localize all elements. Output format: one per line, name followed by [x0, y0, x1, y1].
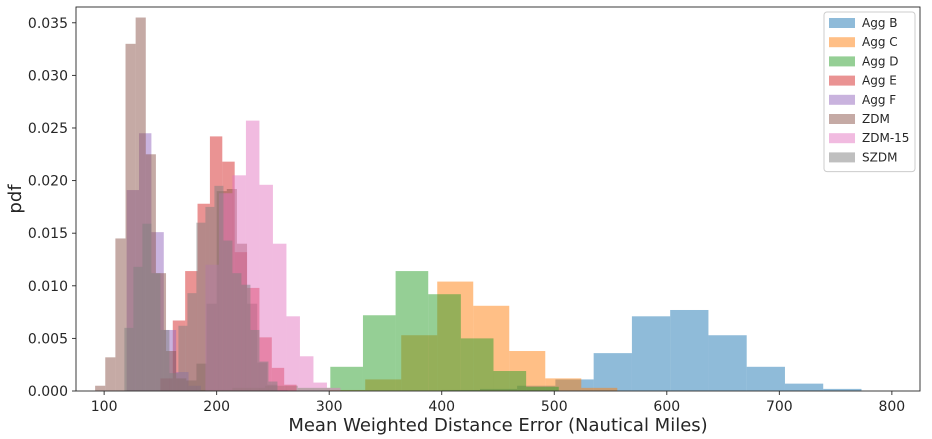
- x-tick-label: 600: [653, 399, 680, 415]
- x-axis-ticks: 100 200 300 400 500 600 700 800: [91, 391, 905, 415]
- histogram-bar: [746, 366, 785, 391]
- histogram-bar: [151, 273, 161, 391]
- legend-swatch: [829, 94, 855, 105]
- x-axis-label: Mean Weighted Distance Error (Nautical M…: [288, 415, 707, 436]
- y-tick-label: 0.000: [28, 384, 68, 400]
- histogram-bar: [223, 240, 233, 391]
- x-tick-label: 700: [766, 399, 793, 415]
- histogram-bar: [135, 17, 146, 392]
- legend-swatch: [829, 133, 855, 144]
- legend-label: Agg C: [862, 35, 898, 49]
- histogram-bar: [784, 383, 824, 391]
- histogram-bar: [160, 329, 170, 391]
- x-tick-label: 800: [878, 399, 905, 415]
- legend-swatch: [829, 114, 855, 124]
- histogram-bar: [124, 327, 134, 391]
- legend-label: ZDM: [862, 112, 890, 126]
- legend-swatch: [829, 152, 855, 163]
- histogram-bar: [428, 294, 461, 391]
- histogram-bar: [232, 273, 242, 391]
- x-tick-label: 100: [91, 399, 118, 415]
- histogram-bar: [395, 271, 429, 391]
- legend-label: Agg F: [862, 93, 896, 107]
- histogram-bar: [299, 356, 314, 391]
- histogram-bar: [178, 325, 188, 391]
- histogram-bar: [259, 361, 269, 391]
- x-tick-label: 400: [428, 399, 455, 415]
- y-tick-label: 0.030: [28, 68, 68, 84]
- legend-swatch: [829, 75, 855, 86]
- legend-swatch: [829, 37, 855, 48]
- y-axis-label: pdf: [5, 184, 26, 214]
- histogram-bar: [196, 222, 206, 391]
- y-axis-ticks: 0.000 0.005 0.010 0.015 0.020 0.025 0.030 0.035: [28, 16, 76, 400]
- x-tick-label: 500: [541, 399, 568, 415]
- legend-swatch: [829, 56, 855, 67]
- y-tick-label: 0.005: [28, 331, 68, 347]
- histogram-bar: [631, 316, 671, 391]
- series-agg-d: [199, 271, 559, 391]
- histogram-bar: [214, 185, 224, 391]
- histogram-bar: [166, 351, 177, 391]
- histogram-bar: [142, 223, 152, 391]
- series-szdm: [124, 185, 278, 391]
- histogram-bar: [330, 366, 363, 391]
- histogram-bar: [593, 353, 632, 391]
- histogram-bar: [493, 371, 527, 391]
- histogram-bar: [259, 184, 273, 391]
- histogram-bar: [133, 266, 143, 391]
- histogram-bar: [268, 381, 278, 391]
- x-tick-label: 300: [316, 399, 343, 415]
- histogram-bar: [460, 338, 494, 391]
- histogram-bar: [581, 387, 618, 391]
- histogram-bars: [95, 17, 862, 392]
- y-tick-label: 0.035: [28, 16, 68, 32]
- legend-label: Agg D: [862, 54, 899, 68]
- x-tick-label: 200: [203, 399, 230, 415]
- legend-label: ZDM-15: [862, 131, 909, 145]
- histogram-bar: [125, 43, 136, 391]
- y-tick-label: 0.020: [28, 174, 68, 190]
- histogram-bar: [115, 238, 126, 391]
- histogram-bar: [95, 385, 106, 391]
- legend-label: Agg B: [862, 16, 898, 30]
- histogram-bar: [250, 329, 260, 391]
- histogram-bar: [326, 387, 341, 391]
- y-tick-label: 0.025: [28, 121, 68, 137]
- legend-box: [823, 11, 916, 173]
- legend: Agg B Agg C Agg D Agg E Agg F ZDM ZDM-15 SZDM: [823, 11, 916, 173]
- histogram-bar: [241, 284, 251, 391]
- y-tick-label: 0.015: [28, 226, 68, 242]
- series-agg-b: [441, 309, 862, 391]
- legend-label: Agg E: [862, 74, 897, 88]
- y-tick-label: 0.010: [28, 279, 68, 295]
- legend-swatch: [829, 18, 855, 28]
- histogram-bar: [105, 357, 116, 391]
- histogram-bar: [272, 243, 287, 391]
- histogram-bar: [313, 382, 327, 391]
- legend-label: SZDM: [862, 150, 897, 164]
- histogram-bar: [670, 309, 709, 391]
- histogram-bar: [169, 373, 179, 391]
- plot-frame: [75, 6, 921, 392]
- histogram-bar: [708, 335, 747, 391]
- histogram-bar: [205, 206, 215, 391]
- histogram-bar: [823, 388, 862, 391]
- histogram-bar: [526, 386, 559, 391]
- histogram-bar: [187, 293, 197, 391]
- histogram-bar: [362, 315, 396, 391]
- histogram-bar: [286, 316, 300, 391]
